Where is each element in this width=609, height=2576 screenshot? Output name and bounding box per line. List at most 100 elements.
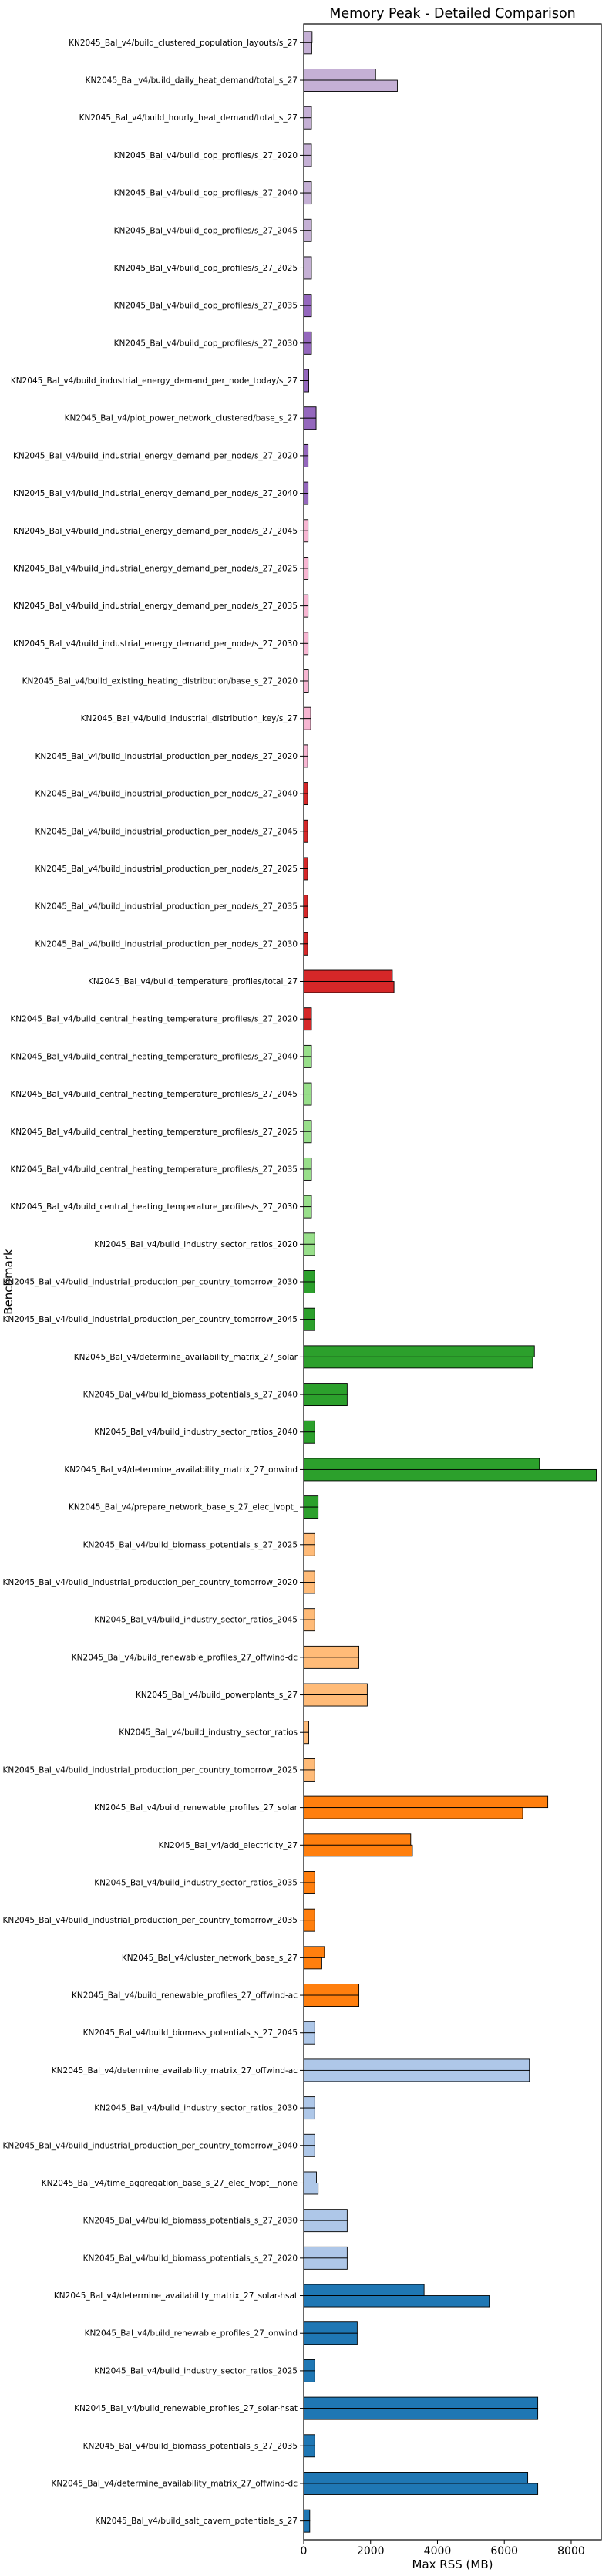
bar-0-run-2 <box>303 42 312 55</box>
bar-19-run-2 <box>303 755 308 768</box>
y-tick-label: KN2045_Bal_v4/build_industry_sector_rati… <box>94 1240 298 1249</box>
bar-29-run-2 <box>303 1131 312 1144</box>
bar-57-run-2 <box>303 2183 319 2195</box>
bar-9-run-1 <box>303 369 309 381</box>
y-tick-label: KN2045_Bal_v4/build_industrial_productio… <box>3 1765 298 1775</box>
bar-2-run-1 <box>303 106 312 119</box>
bar-44-run-1 <box>303 1683 368 1696</box>
bar-66-run-1 <box>303 2509 311 2522</box>
bar-34-run-1 <box>303 1307 315 1320</box>
y-tick-label: KN2045_Bal_v4/build_renewable_profiles_2… <box>94 1803 298 1812</box>
bar-13-run-1 <box>303 519 309 531</box>
bar-24-run-2 <box>303 943 308 956</box>
y-tick-label: KN2045_Bal_v4/determine_availability_mat… <box>74 1353 298 1362</box>
y-tick-label: KN2045_Bal_v4/build_existing_heating_dis… <box>22 677 298 686</box>
bar-30-run-1 <box>303 1157 312 1170</box>
x-tick-label: 4000 <box>424 2545 452 2557</box>
bar-52-run-2 <box>303 1994 360 2007</box>
y-tick-label: KN2045_Bal_v4/time_aggregation_base_s_27… <box>42 2179 298 2188</box>
bar-20-run-2 <box>303 793 308 806</box>
bar-35-run-1 <box>303 1345 535 1357</box>
bar-14-run-1 <box>303 557 309 569</box>
bar-22-run-2 <box>303 868 308 881</box>
bar-8-run-1 <box>303 331 312 344</box>
y-tick-label: KN2045_Bal_v4/build_industrial_energy_de… <box>13 564 298 573</box>
bar-25-run-2 <box>303 981 395 993</box>
bar-21-run-2 <box>303 831 308 843</box>
bar-40-run-1 <box>303 1532 315 1546</box>
bar-65-run-2 <box>303 2483 539 2495</box>
y-tick-label: KN2045_Bal_v4/build_industrial_productio… <box>35 752 298 761</box>
bar-28-run-2 <box>303 1094 312 1106</box>
bar-62-run-1 <box>303 2359 315 2372</box>
bar-30-run-2 <box>303 1168 312 1181</box>
bar-2-run-2 <box>303 117 312 130</box>
y-tick-label: KN2045_Bal_v4/build_renewable_profiles_2… <box>85 2329 298 2338</box>
bar-58-run-2 <box>303 2220 348 2233</box>
bar-48-run-2 <box>303 1844 413 1857</box>
y-tick-label: KN2045_Bal_v4/build_industrial_energy_de… <box>13 451 298 460</box>
x-tick-label: 2000 <box>357 2545 385 2557</box>
y-tick-label: KN2045_Bal_v4/build_central_heating_temp… <box>10 1202 298 1212</box>
bar-28-run-1 <box>303 1082 312 1095</box>
bar-41-run-2 <box>303 1582 315 1594</box>
y-tick-label: KN2045_Bal_v4/build_clustered_population… <box>69 39 298 48</box>
bar-39-run-1 <box>303 1495 319 1508</box>
bar-41-run-1 <box>303 1570 315 1583</box>
y-tick-label: KN2045_Bal_v4/build_daily_heat_demand/to… <box>86 76 298 86</box>
bars-layer <box>303 31 597 2533</box>
y-tick-label: KN2045_Bal_v4/build_industrial_energy_de… <box>13 639 298 649</box>
bar-31-run-1 <box>303 1195 312 1208</box>
bar-4-run-1 <box>303 181 312 194</box>
y-tick-label: KN2045_Bal_v4/build_central_heating_temp… <box>10 1052 298 1061</box>
y-tick-label: KN2045_Bal_v4/build_industrial_productio… <box>35 827 298 836</box>
bar-29-run-1 <box>303 1120 312 1132</box>
y-tick-label: KN2045_Bal_v4/build_industrial_productio… <box>3 1578 298 1587</box>
bar-53-run-2 <box>303 2032 315 2045</box>
bar-32-run-2 <box>303 1243 315 1256</box>
y-axis-title: Benchmark <box>2 1249 15 1315</box>
bar-49-run-1 <box>303 1871 315 1883</box>
y-tick-label: KN2045_Bal_v4/build_industry_sector_rati… <box>119 1728 298 1738</box>
bar-54-run-2 <box>303 2069 530 2082</box>
bar-4-run-2 <box>303 192 312 205</box>
bar-39-run-2 <box>303 1506 319 1519</box>
y-tick-label: KN2045_Bal_v4/build_biomass_potentials_s… <box>83 2254 298 2263</box>
bar-43-run-2 <box>303 1657 360 1669</box>
bar-1-run-2 <box>303 79 398 92</box>
bar-59-run-1 <box>303 2246 348 2259</box>
bar-64-run-2 <box>303 2445 315 2458</box>
y-tick-label: KN2045_Bal_v4/build_industry_sector_rati… <box>94 1428 298 1437</box>
bar-50-run-1 <box>303 1908 315 1921</box>
bar-7-run-2 <box>303 305 312 318</box>
bar-59-run-2 <box>303 2257 348 2270</box>
bar-42-run-1 <box>303 1608 315 1620</box>
bar-57-run-1 <box>303 2171 317 2183</box>
y-tick-label: KN2045_Bal_v4/plot_power_network_cluster… <box>65 414 298 423</box>
y-tick-label: KN2045_Bal_v4/build_central_heating_temp… <box>10 1090 298 1099</box>
y-tick-label: KN2045_Bal_v4/build_industry_sector_rati… <box>94 1616 298 1625</box>
y-tick-label: KN2045_Bal_v4/build_industrial_energy_de… <box>13 602 298 611</box>
y-tick-label: KN2045_Bal_v4/build_industrial_productio… <box>35 865 298 874</box>
bar-56-run-2 <box>303 2145 315 2157</box>
y-tick-label: KN2045_Bal_v4/build_industrial_productio… <box>3 1315 298 1324</box>
y-tick-label: KN2045_Bal_v4/build_cop_profiles/s_27_20… <box>114 302 298 311</box>
bar-46-run-2 <box>303 1769 315 1782</box>
y-tick-label: KN2045_Bal_v4/build_industrial_productio… <box>3 2141 298 2150</box>
y-tick-label: KN2045_Bal_v4/build_industrial_distribut… <box>81 714 298 723</box>
x-tick-label: 6000 <box>490 2545 518 2557</box>
bar-23-run-1 <box>303 895 308 907</box>
bar-0-run-1 <box>303 31 313 43</box>
y-tick-label: KN2045_Bal_v4/build_cop_profiles/s_27_20… <box>114 264 298 273</box>
y-tick-label: KN2045_Bal_v4/build_cop_profiles/s_27_20… <box>114 189 298 198</box>
bar-12-run-1 <box>303 481 309 494</box>
y-tick-label: KN2045_Bal_v4/build_hourly_heat_demand/t… <box>79 113 298 123</box>
y-tick-label: KN2045_Bal_v4/build_industrial_productio… <box>35 790 298 799</box>
y-tick-label: KN2045_Bal_v4/prepare_network_base_s_27_… <box>69 1503 298 1512</box>
bar-17-run-2 <box>303 680 309 693</box>
bar-47-run-2 <box>303 1807 523 1819</box>
y-tick-label: KN2045_Bal_v4/build_industry_sector_rati… <box>94 1878 298 1887</box>
bar-66-run-2 <box>303 2520 311 2533</box>
bar-47-run-1 <box>303 1795 549 1809</box>
bar-22-run-1 <box>303 857 308 869</box>
